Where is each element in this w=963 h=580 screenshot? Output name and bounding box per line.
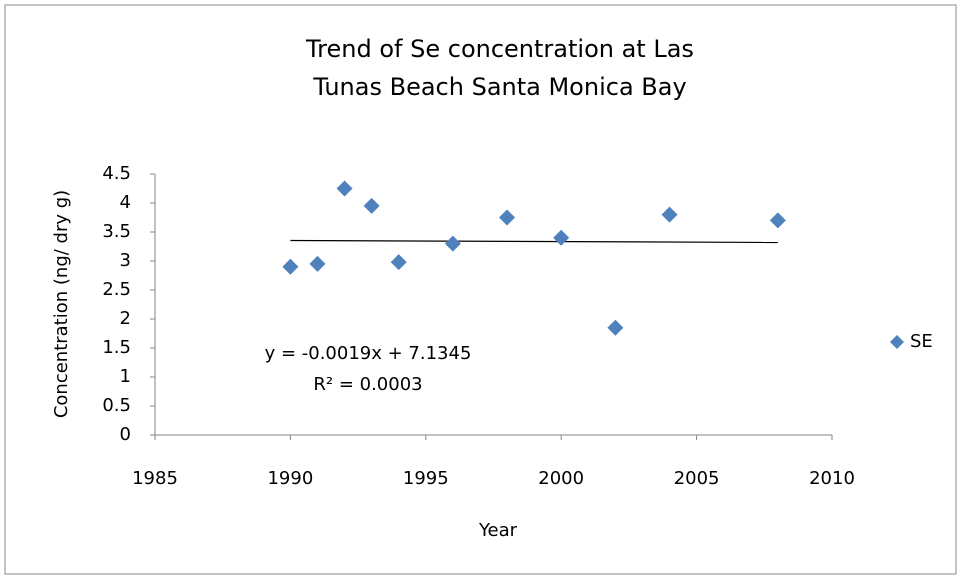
- trend-line: [290, 239, 778, 244]
- x-tick-label: 2000: [538, 468, 584, 489]
- trend-equation: y = -0.0019x + 7.1345: [265, 343, 472, 364]
- x-axis-title: Year: [478, 520, 518, 541]
- data-point: [661, 206, 678, 223]
- y-tick-label: 0.5: [102, 395, 131, 416]
- data-point: [444, 235, 461, 252]
- data-point: [363, 197, 380, 214]
- x-tick-label: 2005: [674, 468, 720, 489]
- y-tick-label: 2: [120, 308, 131, 329]
- legend-marker: [890, 335, 904, 349]
- legend-label: SE: [910, 331, 933, 352]
- y-tick-label: 1: [120, 366, 131, 387]
- chart-border: [4, 4, 957, 575]
- y-tick-label: 2.5: [102, 279, 131, 300]
- data-point: [499, 209, 516, 226]
- x-tick-label: 1985: [132, 468, 178, 489]
- data-point: [390, 254, 407, 271]
- data-point: [607, 319, 624, 336]
- data-point: [336, 180, 353, 197]
- chart-title: Trend of Se concentration at Las Tunas B…: [306, 35, 694, 101]
- trend-r2: R² = 0.0003: [313, 374, 422, 395]
- y-tick-label: 4.5: [102, 163, 131, 184]
- y-tick-label: 3: [120, 250, 131, 271]
- y-axis-title: Concentration (ng/ dry g): [51, 190, 72, 418]
- x-tick-label: 2010: [809, 468, 855, 489]
- y-tick-label: 3.5: [102, 221, 131, 242]
- x-tick-label: 1990: [267, 468, 313, 489]
- data-point: [282, 258, 299, 275]
- data-point: [309, 255, 326, 272]
- data-point: [769, 212, 786, 229]
- data-point: [553, 229, 570, 246]
- y-tick-label: 4: [120, 192, 131, 213]
- y-tick-label: 0: [120, 424, 131, 445]
- x-tick-label: 1995: [403, 468, 449, 489]
- y-tick-label: 1.5: [102, 337, 131, 358]
